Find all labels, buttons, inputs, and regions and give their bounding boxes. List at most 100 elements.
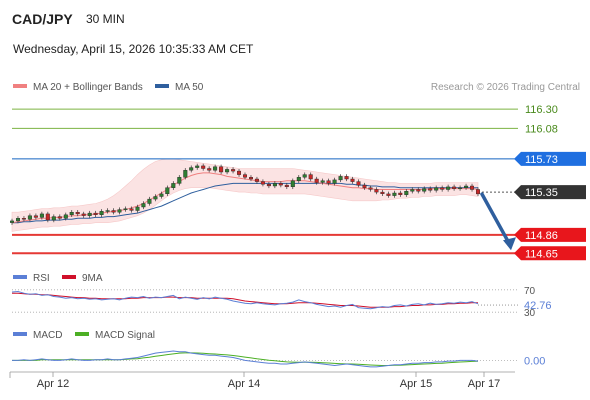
x-tick-label-0: Apr 12: [37, 378, 69, 390]
candle-body-5: [39, 213, 44, 218]
candle-body-52: [320, 180, 325, 183]
candle-body-27: [171, 183, 176, 188]
candle-body-6: [45, 213, 50, 221]
candle-body-8: [57, 216, 62, 219]
x-tick-label-3: Apr 17: [468, 378, 500, 390]
candle-body-47: [290, 180, 295, 187]
macd-level-label-0: 0.00: [524, 355, 545, 367]
candle-body-51: [314, 178, 319, 183]
rsi-ma-line: [12, 292, 478, 308]
candle-body-53: [326, 180, 331, 184]
candle-body-37: [231, 169, 236, 172]
candle-body-72: [440, 187, 445, 190]
candle-body-12: [81, 213, 86, 216]
candle-body-44: [272, 183, 277, 187]
legend-swatch-ma20: [13, 84, 27, 88]
pivot-tag: [514, 151, 586, 166]
support-tag-4: [514, 227, 586, 242]
candle-body-20: [129, 208, 134, 211]
legend-label-rsi: RSI: [33, 273, 50, 284]
candle-body-17: [111, 210, 116, 213]
candle-body-78: [476, 189, 481, 195]
forecast-arrow-head: [503, 237, 516, 251]
symbol-title: CAD/JPY: [12, 11, 73, 27]
legend-swatch-macd: [13, 332, 27, 336]
candle-body-66: [404, 190, 409, 195]
legend-label-ma20: MA 20 + Bollinger Bands: [33, 82, 143, 93]
pivot-label: 115.73: [525, 154, 558, 166]
interval-label: 30 MIN: [86, 12, 125, 26]
candle-body-56: [344, 176, 349, 180]
candle-body-54: [332, 179, 337, 184]
candle-body-67: [410, 189, 415, 192]
candle-body-73: [446, 186, 451, 190]
legend-swatch-ma50: [155, 84, 169, 88]
candle-body-35: [219, 166, 224, 173]
candle-body-32: [201, 165, 206, 169]
candle-body-2: [21, 218, 26, 220]
candle-body-58: [356, 181, 361, 186]
rsi-level-label-1: 30: [524, 308, 536, 319]
candle-body-59: [362, 184, 367, 188]
datetime-label: Wednesday, April 15, 2026 10:35:33 AM CE…: [13, 42, 254, 56]
candle-body-7: [51, 216, 56, 221]
candle-body-41: [254, 178, 259, 182]
x-tick-label-1: Apr 14: [228, 378, 260, 390]
candle-body-16: [105, 210, 110, 212]
candle-body-70: [428, 188, 433, 191]
candle-body-1: [16, 218, 21, 222]
candle-body-57: [350, 178, 355, 182]
candle-body-49: [302, 174, 307, 178]
candle-body-13: [87, 212, 92, 216]
bollinger-band: [11, 158, 479, 232]
candle-body-46: [284, 184, 289, 188]
candle-body-75: [458, 187, 463, 189]
candle-body-31: [195, 165, 200, 168]
legend-label-ma50: MA 50: [175, 82, 204, 93]
candle-body-38: [236, 170, 241, 175]
x-tick-label-2: Apr 15: [400, 378, 432, 390]
candle-body-48: [296, 177, 301, 182]
candle-body-36: [225, 169, 230, 173]
candle-body-28: [177, 177, 182, 184]
resistance-label-0: 116.30: [525, 104, 558, 116]
candle-body-4: [33, 215, 38, 218]
candle-body-11: [75, 211, 80, 215]
candle-body-77: [470, 185, 475, 190]
candle-body-69: [422, 188, 427, 192]
candle-body-33: [207, 168, 212, 171]
candle-body-3: [27, 215, 32, 220]
candle-body-62: [380, 191, 385, 195]
candle-body-15: [99, 211, 104, 216]
candle-body-34: [213, 166, 218, 171]
candle-body-64: [392, 192, 397, 196]
candle-body-43: [266, 183, 271, 187]
legend-swatch-macd-signal: [75, 332, 89, 336]
candle-body-30: [189, 167, 194, 171]
rsi-last-label: 42.76: [524, 300, 552, 312]
candle-body-10: [69, 211, 74, 215]
forecast-arrow-shaft: [480, 192, 510, 244]
candle-body-21: [135, 206, 140, 211]
candle-body-23: [147, 198, 152, 204]
legend-label-macd: MACD: [33, 330, 62, 341]
candle-body-25: [159, 193, 164, 197]
candle-body-0: [9, 220, 14, 223]
candle-body-42: [260, 181, 265, 185]
candle-body-18: [117, 209, 122, 213]
support-label-4: 114.86: [525, 230, 558, 242]
candle-body-19: [123, 208, 128, 210]
current-price-label: 115.35: [525, 187, 558, 199]
candle-body-50: [308, 174, 313, 180]
candle-body-9: [63, 214, 68, 219]
candle-body-68: [416, 189, 421, 192]
legend-swatch-rsi: [13, 275, 27, 279]
candle-body-60: [368, 187, 373, 190]
candle-body-65: [398, 192, 403, 195]
rsi-level-label-0: 70: [524, 286, 536, 297]
rsi-line: [11, 290, 479, 310]
support-label-5: 114.65: [525, 248, 558, 260]
candle-body-24: [153, 196, 158, 200]
